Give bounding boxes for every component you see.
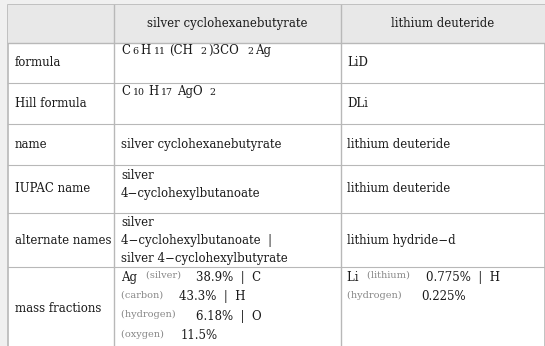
Text: 0.775%  |  H: 0.775% | H (426, 271, 500, 284)
Text: mass fractions: mass fractions (15, 302, 101, 316)
Text: )3CO: )3CO (208, 44, 239, 57)
Text: 43.3%  |  H: 43.3% | H (179, 290, 246, 303)
Text: 6.18%  |  O: 6.18% | O (196, 310, 261, 323)
Bar (8, 5, 545, 43)
Text: (silver): (silver) (147, 271, 185, 280)
Text: lithium deuteride: lithium deuteride (391, 17, 494, 30)
Text: (hydrogen): (hydrogen) (347, 290, 405, 300)
Text: (CH: (CH (169, 44, 193, 57)
Text: Hill formula: Hill formula (15, 97, 86, 110)
Text: formula: formula (15, 56, 61, 70)
Text: 17: 17 (161, 88, 173, 97)
Text: IUPAC name: IUPAC name (15, 182, 90, 195)
Text: lithium hydride−d: lithium hydride−d (347, 234, 456, 247)
Text: (oxygen): (oxygen) (121, 329, 167, 339)
Text: 6: 6 (132, 47, 139, 56)
Text: lithium deuteride: lithium deuteride (347, 138, 450, 151)
Text: (hydrogen): (hydrogen) (121, 310, 179, 319)
Text: silver cyclohexanebutyrate: silver cyclohexanebutyrate (147, 17, 308, 30)
Text: H: H (148, 85, 159, 98)
Text: 10: 10 (132, 88, 144, 97)
Text: DLi: DLi (347, 97, 368, 110)
Text: C: C (121, 85, 130, 98)
Text: Ag: Ag (255, 44, 271, 57)
Text: 2: 2 (247, 47, 253, 56)
Text: H: H (141, 44, 151, 57)
Text: silver
4−cyclohexylbutanoate: silver 4−cyclohexylbutanoate (121, 169, 261, 200)
Text: alternate names: alternate names (15, 234, 111, 247)
Text: LiD: LiD (347, 56, 368, 70)
Text: 38.9%  |  C: 38.9% | C (196, 271, 261, 284)
Text: silver cyclohexanebutyrate: silver cyclohexanebutyrate (121, 138, 281, 151)
Text: C: C (121, 44, 130, 57)
Text: Ag: Ag (121, 271, 141, 284)
Text: 11: 11 (154, 47, 166, 56)
Text: name: name (15, 138, 47, 151)
Text: (carbon): (carbon) (121, 290, 166, 299)
Text: 2: 2 (210, 88, 216, 97)
Text: 11.5%: 11.5% (180, 329, 217, 343)
Text: 2: 2 (200, 47, 206, 56)
Text: silver
4−cyclohexylbutanoate  |
silver 4−cyclohexylbutyrate: silver 4−cyclohexylbutanoate | silver 4−… (121, 216, 288, 265)
Text: (lithium): (lithium) (367, 271, 413, 280)
Text: lithium deuteride: lithium deuteride (347, 182, 450, 195)
Text: 0.225%: 0.225% (422, 290, 467, 303)
Text: AgO: AgO (177, 85, 202, 98)
Text: Li: Li (347, 271, 362, 284)
